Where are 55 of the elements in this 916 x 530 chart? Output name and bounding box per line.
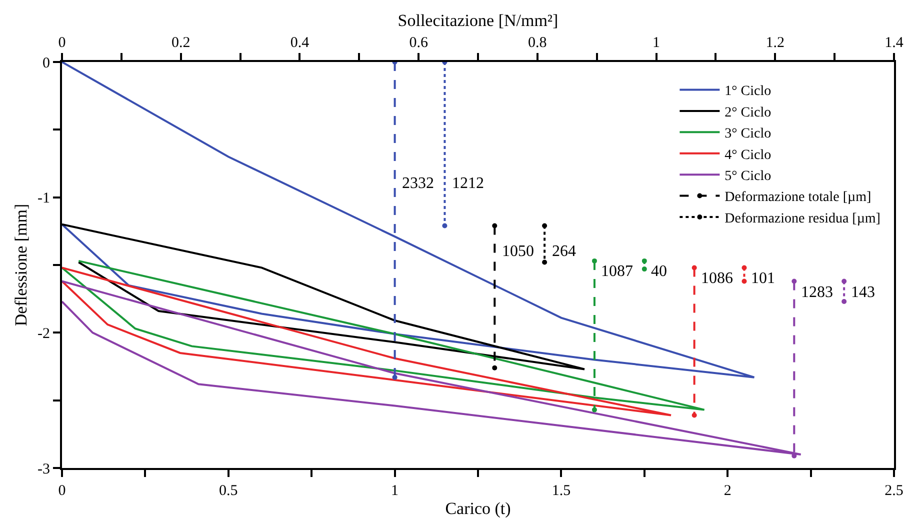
y-tick-label: 0	[42, 55, 50, 72]
x2-tick-label: 0	[58, 35, 66, 51]
point	[592, 258, 597, 264]
annotation: 1087	[601, 263, 633, 280]
annotation: 1212	[452, 175, 484, 192]
x2-tick-label: 0.8	[528, 35, 547, 51]
x2-tick-label: 0.2	[171, 35, 190, 51]
point	[842, 278, 847, 284]
x-tick-label: 1.5	[552, 483, 571, 499]
point	[692, 412, 697, 418]
x2-tick-label: 0.4	[290, 35, 310, 51]
point	[692, 265, 697, 270]
legend-label: Deformazione totale [µm]	[724, 190, 872, 206]
y-axis-title: Deflessione [mm]	[12, 204, 31, 326]
x2-tick-label: 1.4	[884, 35, 904, 51]
x2-axis-title: Sollecitazione [N/mm²]	[398, 11, 558, 30]
point	[742, 265, 747, 270]
x2-tick-label: 0.6	[409, 35, 428, 51]
annotation: 40	[651, 263, 667, 280]
x-tick-label: 2	[724, 483, 732, 499]
legend-label: Deformazione residua [µm]	[724, 211, 880, 226]
x2-tick-label: 1	[652, 35, 660, 51]
x-tick-label: 1	[391, 483, 399, 499]
y-tick-label: -2	[38, 326, 50, 342]
legend-label: 1° Ciclo	[724, 84, 772, 100]
x-tick-label: 0	[58, 483, 66, 499]
x-tick-label: 2.5	[884, 483, 904, 499]
y-tick-label: -1	[38, 190, 50, 207]
point	[542, 223, 548, 228]
annotation: 101	[751, 270, 775, 287]
point	[742, 278, 747, 284]
x-axis-title: Carico (t)	[445, 498, 511, 518]
point	[442, 223, 448, 228]
annotation: 264	[552, 243, 576, 260]
x2-tick-label: 1.2	[766, 35, 785, 51]
point	[542, 260, 548, 265]
legend-label: 3° Ciclo	[724, 126, 772, 142]
legend-label: 5° Ciclo	[724, 169, 772, 184]
point	[592, 407, 597, 412]
point	[642, 266, 647, 272]
point	[642, 258, 647, 264]
x-tick-label: 0.5	[219, 483, 238, 499]
y-tick-label: -3	[38, 461, 50, 478]
annotation: 1050	[502, 243, 534, 260]
legend-label: 4° Ciclo	[724, 148, 772, 163]
point	[392, 374, 398, 380]
point	[492, 365, 498, 370]
annotation: 2332	[402, 175, 434, 192]
point	[792, 278, 797, 284]
annotation: 143	[851, 284, 875, 301]
annotation: 1086	[701, 270, 733, 287]
point	[842, 299, 847, 304]
legend-label: 2° Ciclo	[724, 105, 772, 120]
point	[492, 223, 498, 228]
annotation: 1283	[801, 284, 833, 301]
